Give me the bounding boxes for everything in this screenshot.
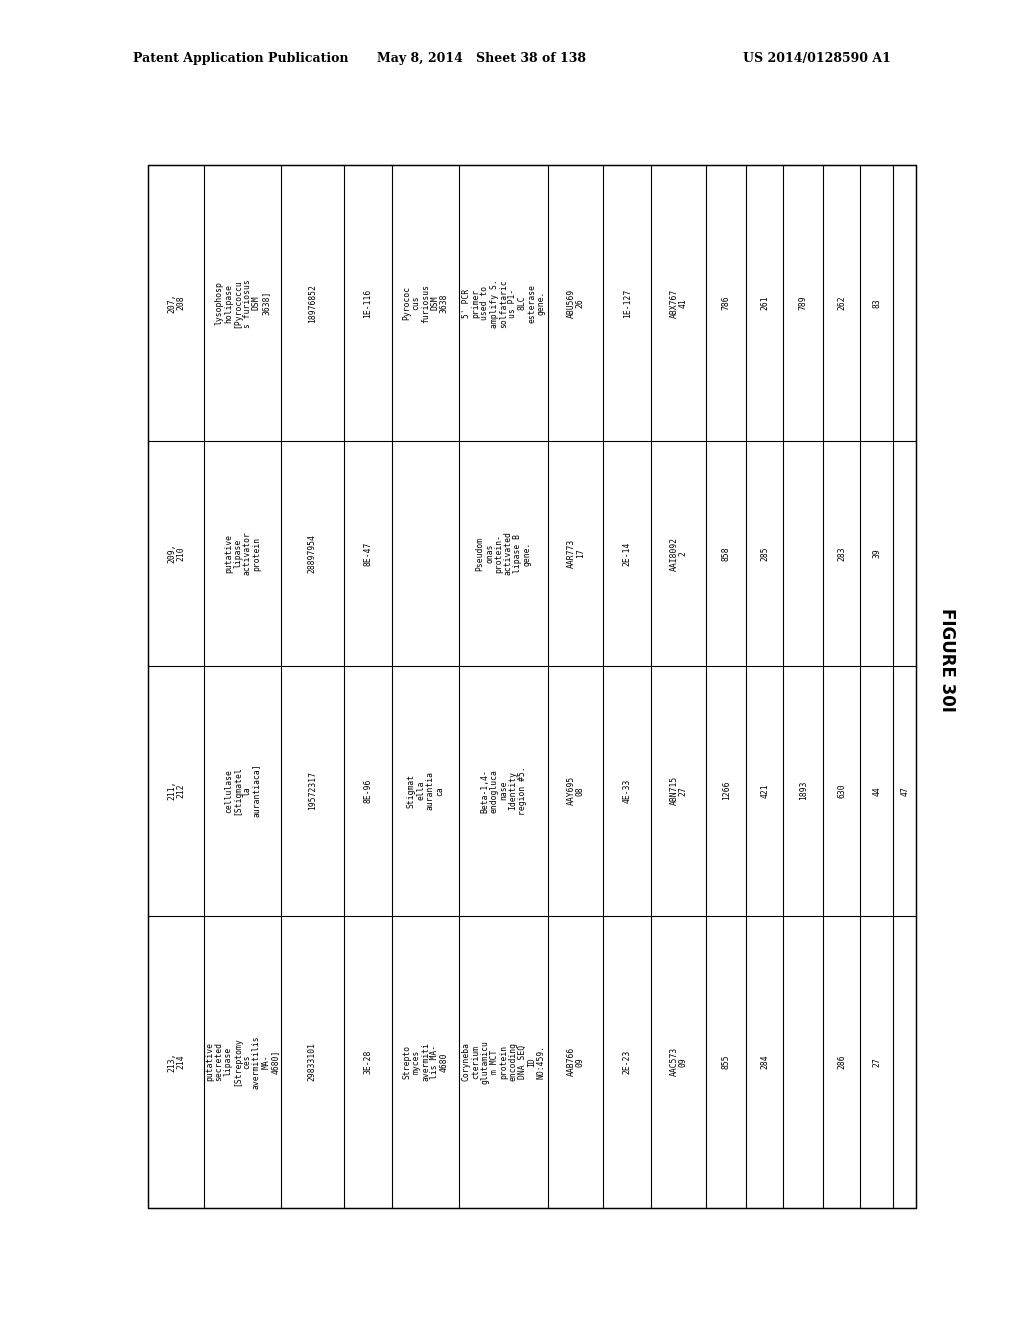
Text: AAB766
09: AAB766 09 (566, 1047, 585, 1076)
Text: US 2014/0128590 A1: US 2014/0128590 A1 (743, 51, 891, 65)
Text: 285: 285 (761, 546, 769, 561)
Text: FIGURE 30I: FIGURE 30I (938, 609, 956, 711)
Text: Beta-1,4-
endogluca
nase
Identity
region #5.: Beta-1,4- endogluca nase Identity region… (480, 767, 526, 814)
Text: 789: 789 (799, 296, 808, 310)
Text: 283: 283 (838, 546, 846, 561)
Text: 786: 786 (722, 296, 731, 310)
Text: 3E-28: 3E-28 (364, 1049, 373, 1074)
Text: 630: 630 (838, 783, 846, 799)
Text: Pseudom
onas
protein-
activated
lipase B
gene.: Pseudom onas protein- activated lipase B… (476, 532, 531, 576)
Text: cellulase
[Stigmatel
la
aurantiaca]: cellulase [Stigmatel la aurantiaca] (224, 764, 261, 817)
Text: 27: 27 (872, 1057, 882, 1067)
Text: Patent Application Publication: Patent Application Publication (133, 51, 348, 65)
Text: 855: 855 (722, 1055, 731, 1069)
Text: AAC573
09: AAC573 09 (670, 1047, 688, 1076)
Text: 19572317: 19572317 (308, 771, 316, 810)
Text: 18976852: 18976852 (308, 284, 316, 322)
Text: Coryneba
cterium
glutamicu
m MCT
protein
encoding
DNA SEQ
ID
NO:459.: Coryneba cterium glutamicu m MCT protein… (462, 1040, 546, 1084)
Text: AAI8092
2: AAI8092 2 (670, 536, 688, 570)
Text: 1E-116: 1E-116 (364, 289, 373, 318)
Text: 858: 858 (722, 546, 731, 561)
Text: 39: 39 (872, 549, 882, 558)
Text: 83: 83 (872, 298, 882, 308)
Text: Strepto
myces
avermiti
lis MA-
4680: Strepto myces avermiti lis MA- 4680 (402, 1043, 449, 1081)
Text: ABN715
27: ABN715 27 (670, 776, 688, 805)
Text: 4E-33: 4E-33 (623, 779, 632, 803)
Text: 44: 44 (872, 785, 882, 796)
Text: 8E-96: 8E-96 (364, 779, 373, 803)
Text: 1266: 1266 (722, 781, 731, 800)
Text: AAY695
08: AAY695 08 (566, 776, 585, 805)
Text: 1893: 1893 (799, 781, 808, 800)
Text: 211,
212: 211, 212 (167, 781, 185, 800)
Text: ABX767
41: ABX767 41 (670, 289, 688, 318)
Text: 5' PCR
primer
used to
amplify S.
solfataric
us P1-
8LC
esterase
gene.: 5' PCR primer used to amplify S. solfata… (462, 279, 546, 327)
Text: 209,
210: 209, 210 (167, 544, 185, 564)
Text: 1E-127: 1E-127 (623, 289, 632, 318)
Text: Pyrococ
cus
furiosus
DSM
3638: Pyrococ cus furiosus DSM 3638 (402, 284, 449, 322)
Text: lysophosp
holipase
[Pyrococcu
s furiosus
DSM
3638]: lysophosp holipase [Pyrococcu s furiosus… (214, 279, 270, 327)
Text: 261: 261 (761, 296, 769, 310)
Text: 262: 262 (838, 296, 846, 310)
Text: 2E-14: 2E-14 (623, 541, 632, 566)
Text: ABU569
26: ABU569 26 (566, 289, 585, 318)
Text: 284: 284 (761, 1055, 769, 1069)
Text: putative
lipase
activator
protein: putative lipase activator protein (224, 532, 261, 576)
Bar (148, 165, 916, 1208)
Text: 421: 421 (761, 783, 769, 799)
Text: 207,
208: 207, 208 (167, 293, 185, 313)
Text: 286: 286 (838, 1055, 846, 1069)
Text: 28897954: 28897954 (308, 535, 316, 573)
Text: AAR773
17: AAR773 17 (566, 539, 585, 568)
Text: 8E-47: 8E-47 (364, 541, 373, 566)
Text: putative
secreted
lipase
[Streptomy
ces
avermitilis
MA-
4680]: putative secreted lipase [Streptomy ces … (205, 1035, 280, 1089)
Text: Stigmat
ella
aurantia
ca: Stigmat ella aurantia ca (407, 771, 444, 810)
Text: 29833101: 29833101 (308, 1043, 316, 1081)
Text: 213,
214: 213, 214 (167, 1052, 185, 1072)
Text: 2E-23: 2E-23 (623, 1049, 632, 1074)
Text: 47: 47 (900, 785, 909, 796)
Text: May 8, 2014   Sheet 38 of 138: May 8, 2014 Sheet 38 of 138 (377, 51, 586, 65)
